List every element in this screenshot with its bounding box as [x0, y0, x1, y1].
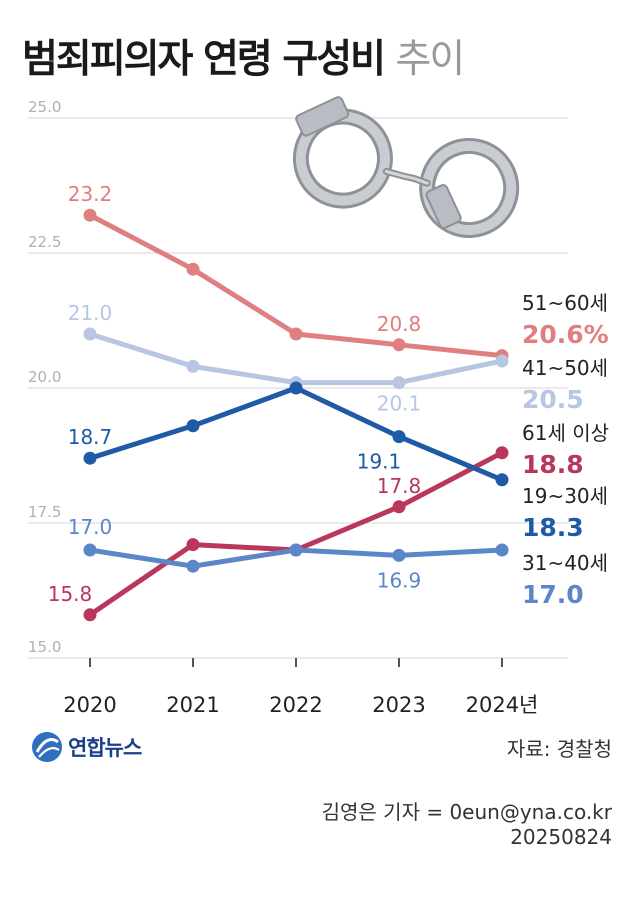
handcuffs-icon — [292, 96, 520, 238]
series-line — [87, 385, 505, 483]
y-tick-label: 20.0 — [28, 368, 61, 386]
series-end-value: 20.6% — [522, 320, 609, 349]
series-name-label: 19~30세 — [522, 484, 608, 508]
data-point — [83, 327, 97, 341]
data-point — [392, 430, 406, 444]
chart-title: 범죄피의자 연령 구성비 추이 — [22, 28, 466, 84]
credit-date: 20250824 — [510, 825, 612, 849]
data-label: 23.2 — [68, 182, 113, 206]
data-point — [186, 419, 200, 433]
title-main: 범죄피의자 연령 구성비 — [22, 37, 386, 82]
source-note: 자료: 경찰청 — [506, 737, 612, 761]
data-label: 16.9 — [377, 568, 422, 592]
x-tick-label: 2023 — [372, 693, 425, 717]
data-point — [289, 327, 303, 341]
series-end-value: 18.8 — [522, 450, 584, 479]
data-point — [83, 208, 97, 222]
data-label: 19.1 — [357, 450, 402, 474]
data-point — [289, 543, 303, 557]
x-tick-label: 2020 — [63, 693, 116, 717]
data-point — [186, 262, 200, 276]
data-point — [392, 548, 406, 562]
data-label: 15.8 — [48, 582, 93, 606]
y-tick-label: 15.0 — [28, 638, 61, 656]
data-point — [392, 376, 406, 390]
x-tick-label: 2024년 — [466, 693, 539, 717]
data-point — [289, 381, 303, 395]
series-name-label: 41~50세 — [522, 356, 608, 380]
logo-text: 연합뉴스 — [68, 736, 142, 760]
credit-author: 김영은 기자 = 0eun@yna.co.kr — [321, 800, 612, 824]
yonhap-globe-icon — [32, 732, 62, 762]
title-sub: 추이 — [395, 37, 466, 82]
line-chart: 15.0 17.5 20.0 22.5 25.0 2020 2021 2022 2023 2024… — [28, 96, 609, 717]
data-point — [83, 608, 97, 622]
credit: 김영은 기자 = 0eun@yna.co.kr 20250824 — [322, 800, 612, 850]
data-point — [186, 359, 200, 373]
series-line — [87, 331, 505, 386]
yonhap-logo: 연합뉴스 — [30, 730, 142, 764]
data-point — [495, 473, 509, 487]
series-name-label: 61세 이상 — [522, 421, 609, 445]
series-end-value: 20.5 — [522, 385, 584, 414]
series-line — [87, 450, 505, 618]
data-label: 17.0 — [68, 515, 113, 539]
data-point — [83, 543, 97, 557]
data-label: 20.1 — [377, 392, 422, 416]
x-tick-label: 2022 — [269, 693, 322, 717]
data-point — [392, 500, 406, 514]
series-end-value: 18.3 — [522, 513, 584, 542]
data-point — [495, 354, 509, 368]
data-label: 21.0 — [68, 301, 113, 325]
series-name-label: 31~40세 — [522, 551, 608, 575]
series-name-label: 51~60세 — [522, 291, 608, 315]
data-point — [186, 559, 200, 573]
data-point — [392, 338, 406, 352]
y-tick-label: 17.5 — [28, 503, 61, 521]
y-tick-label: 25.0 — [28, 98, 61, 116]
y-tick-label: 22.5 — [28, 233, 61, 251]
x-tick-label: 2021 — [166, 693, 219, 717]
data-point — [186, 538, 200, 552]
data-point — [83, 451, 97, 465]
data-point — [495, 543, 509, 557]
data-point — [495, 446, 509, 460]
data-label: 17.8 — [377, 474, 422, 498]
data-label: 18.7 — [68, 425, 113, 449]
data-label: 20.8 — [377, 312, 422, 336]
series-end-value: 17.0 — [522, 580, 584, 609]
